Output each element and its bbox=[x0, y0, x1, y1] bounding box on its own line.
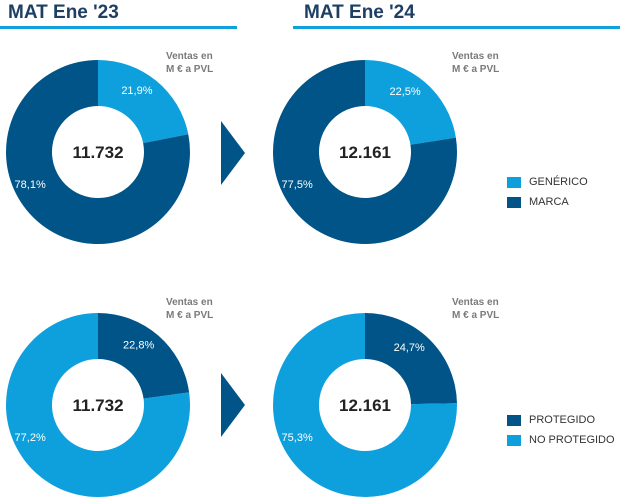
unit-line: M € a PVL bbox=[452, 64, 500, 75]
unit-label: Ventas en M € a PVL bbox=[166, 296, 213, 322]
unit-label: Ventas en M € a PVL bbox=[452, 50, 499, 76]
donut-slice bbox=[365, 60, 456, 145]
slice-label: 78,1% bbox=[15, 179, 46, 191]
legend-swatch bbox=[507, 196, 521, 208]
donut-slice bbox=[98, 60, 189, 144]
total-value: 12.161 bbox=[339, 143, 391, 162]
legend-swatch bbox=[507, 176, 521, 188]
donut-slice bbox=[98, 313, 190, 399]
arrow-icon bbox=[221, 121, 245, 185]
slice-label: 22,5% bbox=[389, 86, 420, 98]
total-value: 11.732 bbox=[72, 143, 123, 162]
unit-label: Ventas en M € a PVL bbox=[166, 50, 213, 76]
slice-label: 24,7% bbox=[394, 342, 425, 354]
slice-label: 22,8% bbox=[123, 339, 154, 351]
unit-line: Ventas en bbox=[166, 51, 213, 62]
legend-label: PROTEGIDO bbox=[529, 414, 596, 426]
legend-label: NO PROTEGIDO bbox=[529, 434, 615, 446]
slice-label: 75,3% bbox=[282, 432, 313, 444]
arrow-icon bbox=[221, 373, 245, 437]
slice-label: 77,5% bbox=[282, 179, 313, 191]
legend-label: GENÉRICO bbox=[529, 176, 588, 188]
slice-label: 21,9% bbox=[121, 85, 152, 97]
legend-item: PROTEGIDO bbox=[507, 410, 615, 430]
legend-label: MARCA bbox=[529, 196, 569, 208]
legend-item: MARCA bbox=[507, 192, 588, 212]
unit-line: Ventas en bbox=[166, 297, 213, 308]
header-right-rule bbox=[293, 26, 620, 29]
donut-slice bbox=[6, 60, 191, 245]
donut-slice bbox=[273, 60, 458, 244]
header-right: MAT Ene '24 bbox=[304, 2, 415, 23]
unit-line: M € a PVL bbox=[166, 310, 214, 321]
legend-item: GENÉRICO bbox=[507, 172, 588, 192]
total-value: 11.732 bbox=[72, 396, 123, 415]
unit-line: M € a PVL bbox=[452, 310, 500, 321]
legend-top: GENÉRICO MARCA bbox=[507, 172, 588, 212]
total-value: 12.161 bbox=[339, 396, 391, 415]
donut-slice bbox=[273, 313, 457, 497]
unit-line: Ventas en bbox=[452, 297, 499, 308]
unit-line: M € a PVL bbox=[166, 64, 214, 75]
legend-swatch bbox=[507, 434, 521, 446]
header-left-rule bbox=[0, 26, 237, 29]
legend-bottom: PROTEGIDO NO PROTEGIDO bbox=[507, 410, 615, 450]
unit-line: Ventas en bbox=[452, 51, 499, 62]
legend-swatch bbox=[507, 414, 521, 426]
header-left: MAT Ene '23 bbox=[8, 2, 119, 23]
legend-item: NO PROTEGIDO bbox=[507, 430, 615, 450]
donut-slice bbox=[6, 313, 191, 497]
slice-label: 77,2% bbox=[15, 432, 46, 444]
unit-label: Ventas en M € a PVL bbox=[452, 296, 499, 322]
donut-slice bbox=[365, 313, 457, 405]
